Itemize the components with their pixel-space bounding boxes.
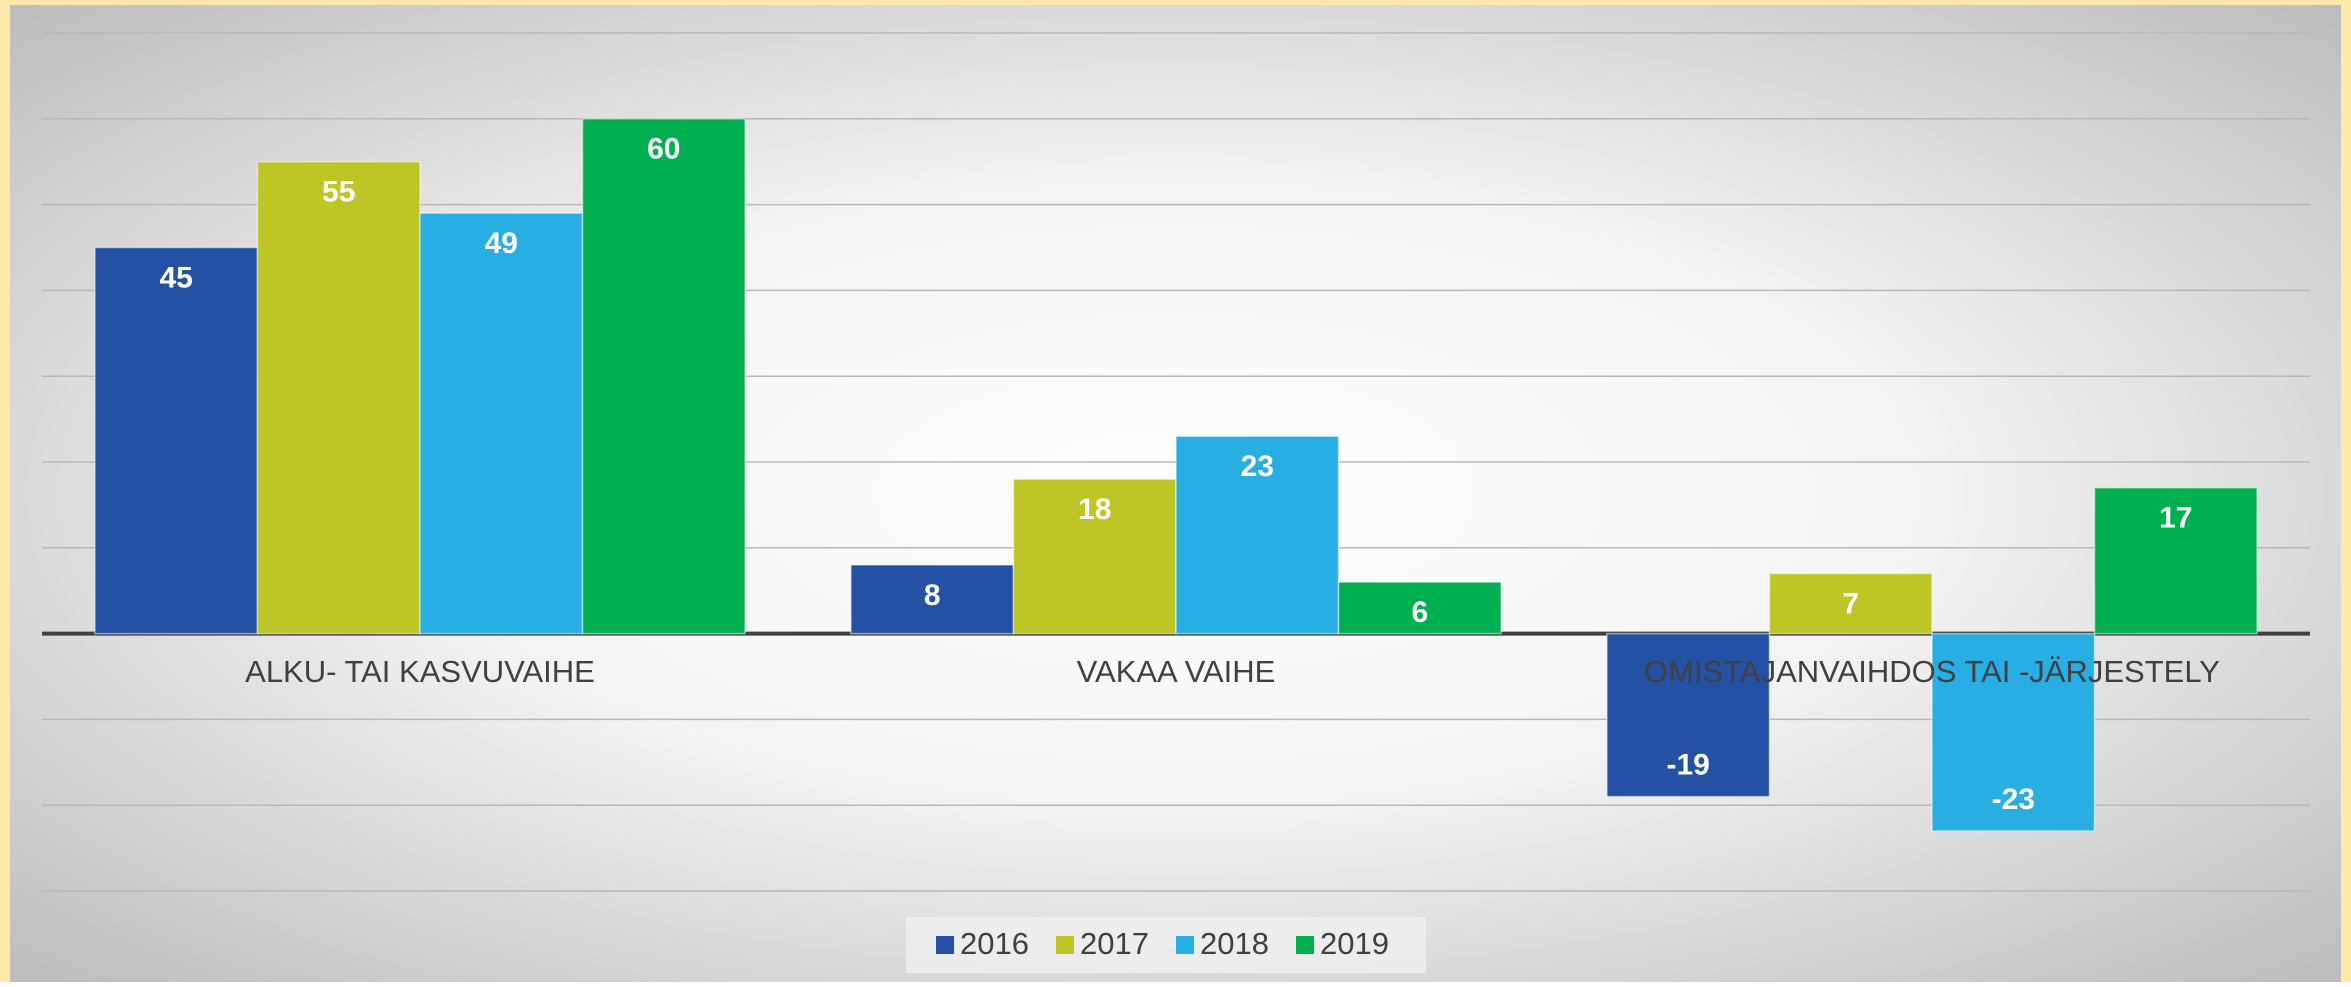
x-tick-label: VAKAA VAIHE: [1077, 654, 1276, 689]
data-label: -23: [1992, 783, 2035, 816]
legend-label: 2016: [960, 926, 1029, 961]
bar: [94, 246, 259, 635]
data-label: 18: [1078, 493, 1111, 526]
bar: [1931, 632, 2096, 832]
legend-swatch: [1296, 936, 1314, 954]
bar: [1337, 581, 1502, 635]
data-label: -19: [1667, 749, 1710, 782]
data-label: 17: [2159, 502, 2192, 535]
legend-box: [906, 917, 1426, 973]
x-tick-label: OMISTAJANVAIHDOS TAI -JÄRJESTELY: [1644, 654, 2220, 689]
legend-label: 2017: [1080, 926, 1149, 961]
x-tick-label: ALKU- TAI KASVUVAIHE: [245, 654, 595, 689]
data-label: 7: [1842, 587, 1859, 620]
bar: [581, 118, 746, 635]
bar: [1606, 632, 1771, 798]
data-label: 45: [160, 261, 193, 294]
bar: [1175, 435, 1340, 635]
bar: [419, 212, 584, 635]
legend-swatch: [936, 936, 954, 954]
legend-swatch: [1056, 936, 1074, 954]
legend-label: 2018: [1200, 926, 1269, 961]
bar: [1012, 478, 1177, 635]
data-label: 60: [647, 133, 680, 166]
bar: [256, 160, 421, 635]
legend-swatch: [1176, 936, 1194, 954]
data-label: 23: [1241, 450, 1274, 483]
legend-label: 2019: [1320, 926, 1389, 961]
data-label: 55: [322, 176, 355, 209]
data-label: 8: [924, 579, 941, 612]
data-label: 49: [485, 227, 518, 260]
bar: [1768, 572, 1933, 635]
bar: [850, 564, 1015, 635]
bar: [2093, 486, 2258, 635]
data-label: 6: [1411, 596, 1428, 629]
